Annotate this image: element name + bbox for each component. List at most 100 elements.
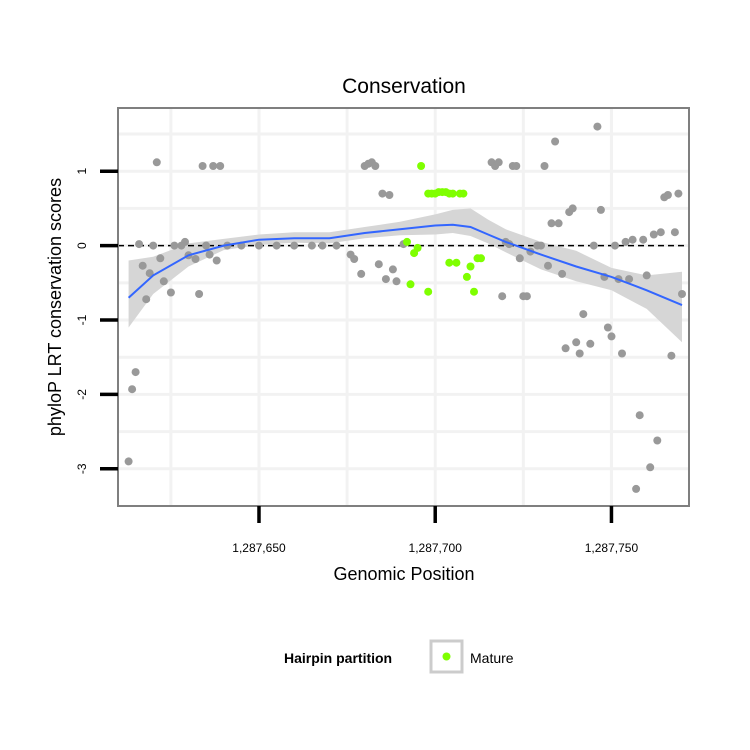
data-point [145, 269, 154, 278]
data-point [142, 295, 151, 304]
data-point [202, 241, 211, 250]
data-point [547, 219, 556, 228]
data-point [632, 484, 641, 493]
data-point [170, 241, 179, 250]
data-point [667, 351, 676, 360]
data-point [128, 385, 137, 394]
data-point [579, 310, 588, 319]
data-point [318, 241, 327, 250]
data-point [522, 292, 531, 301]
mature-point [413, 243, 422, 252]
mature-point [466, 262, 475, 271]
data-point [357, 269, 366, 278]
mature-point [448, 189, 457, 198]
data-point [388, 265, 397, 274]
y-tick-label: -3 [75, 463, 89, 474]
data-point [642, 271, 651, 280]
data-point [209, 162, 218, 170]
smooth-line [127, 223, 683, 307]
data-point [554, 219, 563, 228]
smooth-fit [127, 223, 683, 307]
data-point [212, 256, 221, 265]
grid-lines [118, 108, 689, 506]
legend: Hairpin partition Mature [284, 639, 514, 674]
data-point [646, 463, 655, 472]
data-point [290, 241, 299, 250]
data-point [166, 288, 175, 297]
data-point [181, 237, 189, 246]
data-point [653, 436, 662, 445]
legend-title: Hairpin partition [284, 650, 392, 666]
mature-point [462, 272, 471, 281]
data-point [674, 189, 683, 198]
plot-panel [118, 108, 689, 506]
y-tick-label: -2 [75, 389, 89, 400]
mature-point [417, 162, 426, 170]
mature-point [470, 287, 478, 296]
data-point [618, 349, 626, 358]
data-point [307, 241, 316, 250]
data-point [568, 204, 577, 213]
data-point [593, 122, 602, 131]
chart-title: Conservation [342, 75, 466, 98]
mature-point [424, 287, 433, 296]
data-point [392, 277, 401, 286]
data-point [551, 137, 560, 146]
data-point [575, 349, 584, 358]
data-point [639, 235, 648, 244]
y-tick-label: 1 [75, 168, 89, 175]
legend-label-mature: Mature [470, 650, 514, 666]
x-tick-label: 1,287,650 [232, 541, 286, 555]
data-point [537, 241, 545, 250]
data-point [625, 275, 634, 284]
data-point [611, 241, 619, 250]
data-point [374, 260, 383, 269]
data-point [607, 332, 616, 341]
y-tick-label: 0 [75, 242, 89, 249]
y-axis-title: phyloP LRT conservation scores [45, 178, 65, 436]
data-point [385, 191, 394, 199]
data-point [156, 254, 165, 263]
x-axis: 1,287,650 1,287,700 1,287,750 [232, 506, 638, 555]
x-tick-label: 1,287,750 [585, 541, 639, 555]
mature-point [452, 258, 461, 267]
confidence-band [128, 208, 683, 343]
data-point [544, 261, 552, 270]
data-point [131, 368, 140, 377]
data-point [272, 241, 281, 250]
mature-point [459, 189, 468, 198]
data-point [332, 241, 341, 250]
data-point [670, 228, 679, 237]
data-point [663, 191, 672, 199]
data-point [216, 162, 225, 170]
data-point [589, 241, 598, 250]
data-point [558, 269, 567, 278]
mature-point [406, 280, 415, 289]
data-point [621, 237, 630, 246]
mature-point [403, 237, 411, 246]
data-point [628, 235, 637, 244]
data-point [350, 255, 359, 263]
data-points [124, 122, 686, 493]
data-point [371, 162, 380, 170]
data-point [678, 290, 686, 298]
panel-border [117, 107, 690, 507]
data-point [255, 241, 263, 250]
y-tick-label: -1 [75, 314, 89, 325]
data-point [561, 344, 570, 353]
data-point [635, 411, 644, 420]
data-point [603, 323, 612, 332]
data-point [596, 205, 605, 214]
y-axis: -3 -2 -1 0 1 [75, 168, 118, 474]
data-point [512, 162, 521, 170]
data-point [149, 241, 158, 250]
data-point [205, 250, 214, 259]
data-point [135, 240, 144, 249]
x-tick-label: 1,287,700 [409, 541, 463, 555]
confidence-band-area [128, 208, 683, 343]
data-point [159, 277, 168, 286]
data-point [152, 158, 161, 167]
mature-point [477, 254, 485, 263]
x-axis-title: Genomic Position [333, 564, 474, 584]
legend-key-point [442, 652, 451, 661]
